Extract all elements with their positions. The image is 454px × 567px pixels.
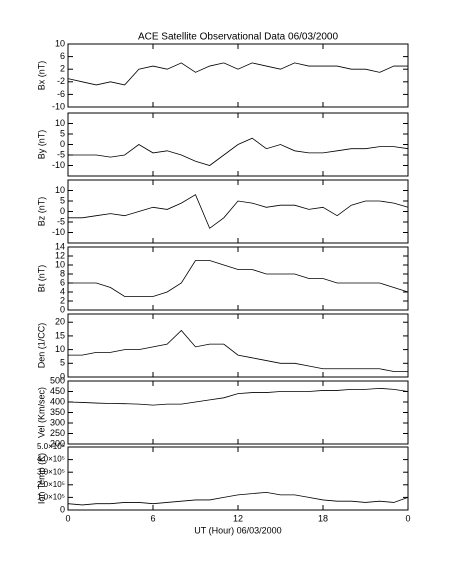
data-line	[68, 329, 408, 372]
y-axis-label: Bz (nT)	[36, 197, 46, 227]
plot-frame	[67, 446, 409, 511]
y-tick-label: 0	[60, 504, 65, 514]
y-tick-label: 300	[50, 417, 65, 427]
y-tick-label: 10	[55, 118, 65, 128]
plot-frame	[67, 43, 409, 108]
y-tick-label: 2	[60, 64, 65, 74]
y-tick-label: 0	[60, 139, 65, 149]
x-tick-label: 6	[150, 513, 155, 523]
y-tick-label: 500	[50, 375, 65, 385]
y-tick-label: 0	[60, 304, 65, 314]
y-tick-label: 4.0×10⁵	[37, 455, 65, 464]
y-tick-label: 2.0×10⁵	[37, 480, 65, 489]
y-tick-label: -5	[57, 149, 65, 159]
y-tick-label: 0	[60, 206, 65, 216]
y-tick-label: 450	[50, 386, 65, 396]
y-axis-label: Ion Temp (K)	[36, 453, 46, 504]
data-line	[68, 260, 409, 297]
y-tick-label: 12	[55, 250, 65, 260]
plot-frame	[67, 380, 409, 445]
y-tick-label: 14	[55, 241, 65, 251]
data-line	[68, 194, 409, 229]
y-tick-label: 5	[60, 358, 65, 368]
y-tick-label: 20	[55, 317, 65, 327]
plot-frame	[67, 179, 409, 244]
x-tick-label: 0	[405, 513, 410, 523]
data-line	[67, 62, 408, 86]
x-tick-label: 12	[233, 513, 243, 523]
y-axis-label: Vel (Km/sec)	[36, 387, 46, 438]
x-axis-label: UT (Hour) 06/03/2000	[194, 525, 281, 535]
y-axis-label: Bt (nT)	[36, 265, 46, 293]
y-tick-label: 350	[50, 407, 65, 417]
y-tick-label: -6	[57, 89, 65, 99]
x-tick-label: 18	[318, 513, 328, 523]
y-tick-label: 10	[55, 38, 65, 48]
y-axis-label: By (nT)	[36, 130, 46, 160]
y-tick-label: -2	[57, 76, 65, 86]
y-tick-label: 10	[55, 344, 65, 354]
y-tick-label: 10	[55, 185, 65, 195]
data-line	[67, 387, 409, 406]
y-tick-label: 400	[50, 396, 65, 406]
data-line	[67, 491, 409, 506]
y-tick-label: 10	[55, 259, 65, 269]
y-tick-label: 6	[60, 277, 65, 287]
y-tick-label: 1.0×10⁵	[37, 493, 65, 502]
y-tick-label: -10	[52, 160, 65, 170]
y-tick-label: -5	[57, 216, 65, 226]
y-tick-label: 8	[60, 268, 65, 278]
y-tick-label: 15	[55, 330, 65, 340]
y-tick-label: 5.0×10⁵	[37, 442, 65, 451]
y-tick-label: 250	[50, 428, 65, 438]
x-tick-label: 0	[65, 513, 70, 523]
y-tick-label: 6	[60, 51, 65, 61]
y-tick-label: 4	[60, 286, 65, 296]
y-tick-label: 0	[60, 371, 65, 381]
plot-frame	[67, 313, 409, 378]
y-tick-label: 2	[60, 295, 65, 305]
y-tick-label: 200	[50, 438, 65, 448]
data-line	[68, 137, 409, 166]
y-axis-label: Den (1/CC)	[36, 323, 46, 369]
y-tick-label: -10	[52, 101, 65, 111]
y-tick-label: 3.0×10⁵	[37, 467, 65, 476]
y-tick-label: -10	[52, 227, 65, 237]
plot-frame	[67, 246, 409, 311]
y-axis-label: Bx (nT)	[36, 61, 46, 91]
y-tick-label: 5	[60, 195, 65, 205]
y-tick-label: 5	[60, 128, 65, 138]
chart-title: ACE Satellite Observational Data 06/03/2…	[138, 32, 339, 43]
